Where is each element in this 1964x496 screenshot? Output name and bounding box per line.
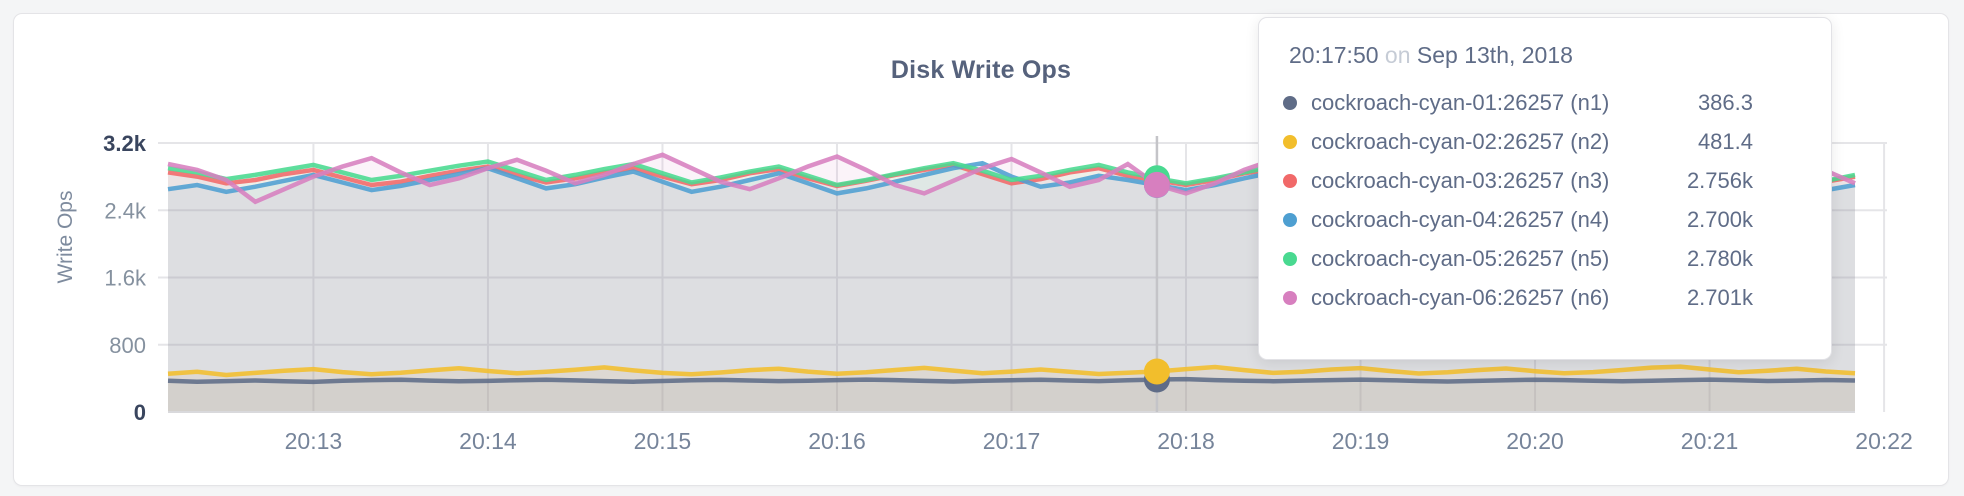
tooltip-series-name: cockroach-cyan-01:26257 (n1) bbox=[1311, 89, 1610, 115]
series-line-n1[interactable] bbox=[167, 376, 1856, 385]
series-color-dot bbox=[1283, 212, 1297, 227]
x-tick-label: 20:16 bbox=[808, 428, 866, 454]
x-tick-label: 20:14 bbox=[459, 428, 517, 454]
tooltip-series-value: 2.780k bbox=[1686, 245, 1753, 271]
series-color-dot bbox=[1283, 290, 1297, 305]
series-color-dot bbox=[1283, 173, 1297, 188]
tooltip-series-name: cockroach-cyan-04:26257 (n4) bbox=[1311, 206, 1610, 232]
x-tick-label: 20:20 bbox=[1506, 428, 1564, 454]
tooltip-conjunction: on bbox=[1378, 42, 1417, 68]
tooltip-series-name: cockroach-cyan-02:26257 (n2) bbox=[1311, 128, 1610, 154]
x-tick-label: 20:19 bbox=[1332, 428, 1390, 454]
tooltip-series-row: cockroach-cyan-04:26257 (n4) 2.700k bbox=[1283, 200, 1753, 239]
y-tick-label: 1.6k bbox=[104, 266, 147, 291]
x-tick-label: 20:21 bbox=[1681, 428, 1739, 454]
y-tick-label: 3.2k bbox=[103, 131, 147, 156]
x-tick-label: 20:17 bbox=[983, 428, 1041, 454]
tooltip-series-row: cockroach-cyan-03:26257 (n3) 2.756k bbox=[1283, 161, 1753, 200]
y-tick-label: 0 bbox=[134, 400, 146, 425]
y-tick-label: 2.4k bbox=[104, 198, 147, 223]
tooltip-series-name: cockroach-cyan-05:26257 (n5) bbox=[1311, 245, 1610, 271]
y-tick-label: 800 bbox=[109, 333, 146, 358]
hover-dot-n6 bbox=[1143, 171, 1170, 198]
tooltip-date: Sep 13th, 2018 bbox=[1416, 42, 1573, 68]
tooltip-series-row: cockroach-cyan-06:26257 (n6) 2.701k bbox=[1283, 278, 1753, 317]
series-color-dot bbox=[1283, 134, 1297, 149]
tooltip-series-value: 481.4 bbox=[1697, 128, 1753, 154]
series-line-n2[interactable] bbox=[167, 364, 1856, 378]
series-color-dot bbox=[1283, 251, 1297, 266]
tooltip-series-value: 2.756k bbox=[1686, 167, 1753, 193]
series-area-n1 bbox=[168, 379, 1855, 412]
hover-tooltip: 20:17:50 on Sep 13th, 2018 cockroach-cya… bbox=[1258, 17, 1832, 360]
hover-dot-n2 bbox=[1143, 358, 1170, 385]
x-tick-label: 20:13 bbox=[285, 428, 343, 454]
tooltip-series-row: cockroach-cyan-05:26257 (n5) 2.780k bbox=[1283, 239, 1753, 278]
tooltip-timestamp: 20:17:50 on Sep 13th, 2018 bbox=[1289, 42, 1753, 69]
x-tick-label: 20:22 bbox=[1855, 428, 1913, 454]
tooltip-series-name: cockroach-cyan-06:26257 (n6) bbox=[1311, 284, 1610, 310]
x-tick-label: 20:18 bbox=[1157, 428, 1215, 454]
series-area-n2 bbox=[168, 366, 1855, 412]
tooltip-series-row: cockroach-cyan-02:26257 (n2) 481.4 bbox=[1283, 122, 1753, 161]
tooltip-series-list: cockroach-cyan-01:26257 (n1) 386.3 cockroa… bbox=[1283, 83, 1753, 317]
series-color-dot bbox=[1283, 95, 1297, 110]
tooltip-series-value: 386.3 bbox=[1697, 89, 1753, 115]
tooltip-series-name: cockroach-cyan-03:26257 (n3) bbox=[1311, 167, 1610, 193]
tooltip-series-value: 2.700k bbox=[1686, 206, 1753, 232]
tooltip-series-row: cockroach-cyan-01:26257 (n1) 386.3 bbox=[1283, 83, 1753, 122]
tooltip-series-value: 2.701k bbox=[1686, 284, 1753, 310]
chart-title: Disk Write Ops bbox=[890, 56, 1072, 84]
tooltip-time: 20:17:50 bbox=[1289, 42, 1379, 68]
x-tick-label: 20:15 bbox=[634, 428, 692, 454]
